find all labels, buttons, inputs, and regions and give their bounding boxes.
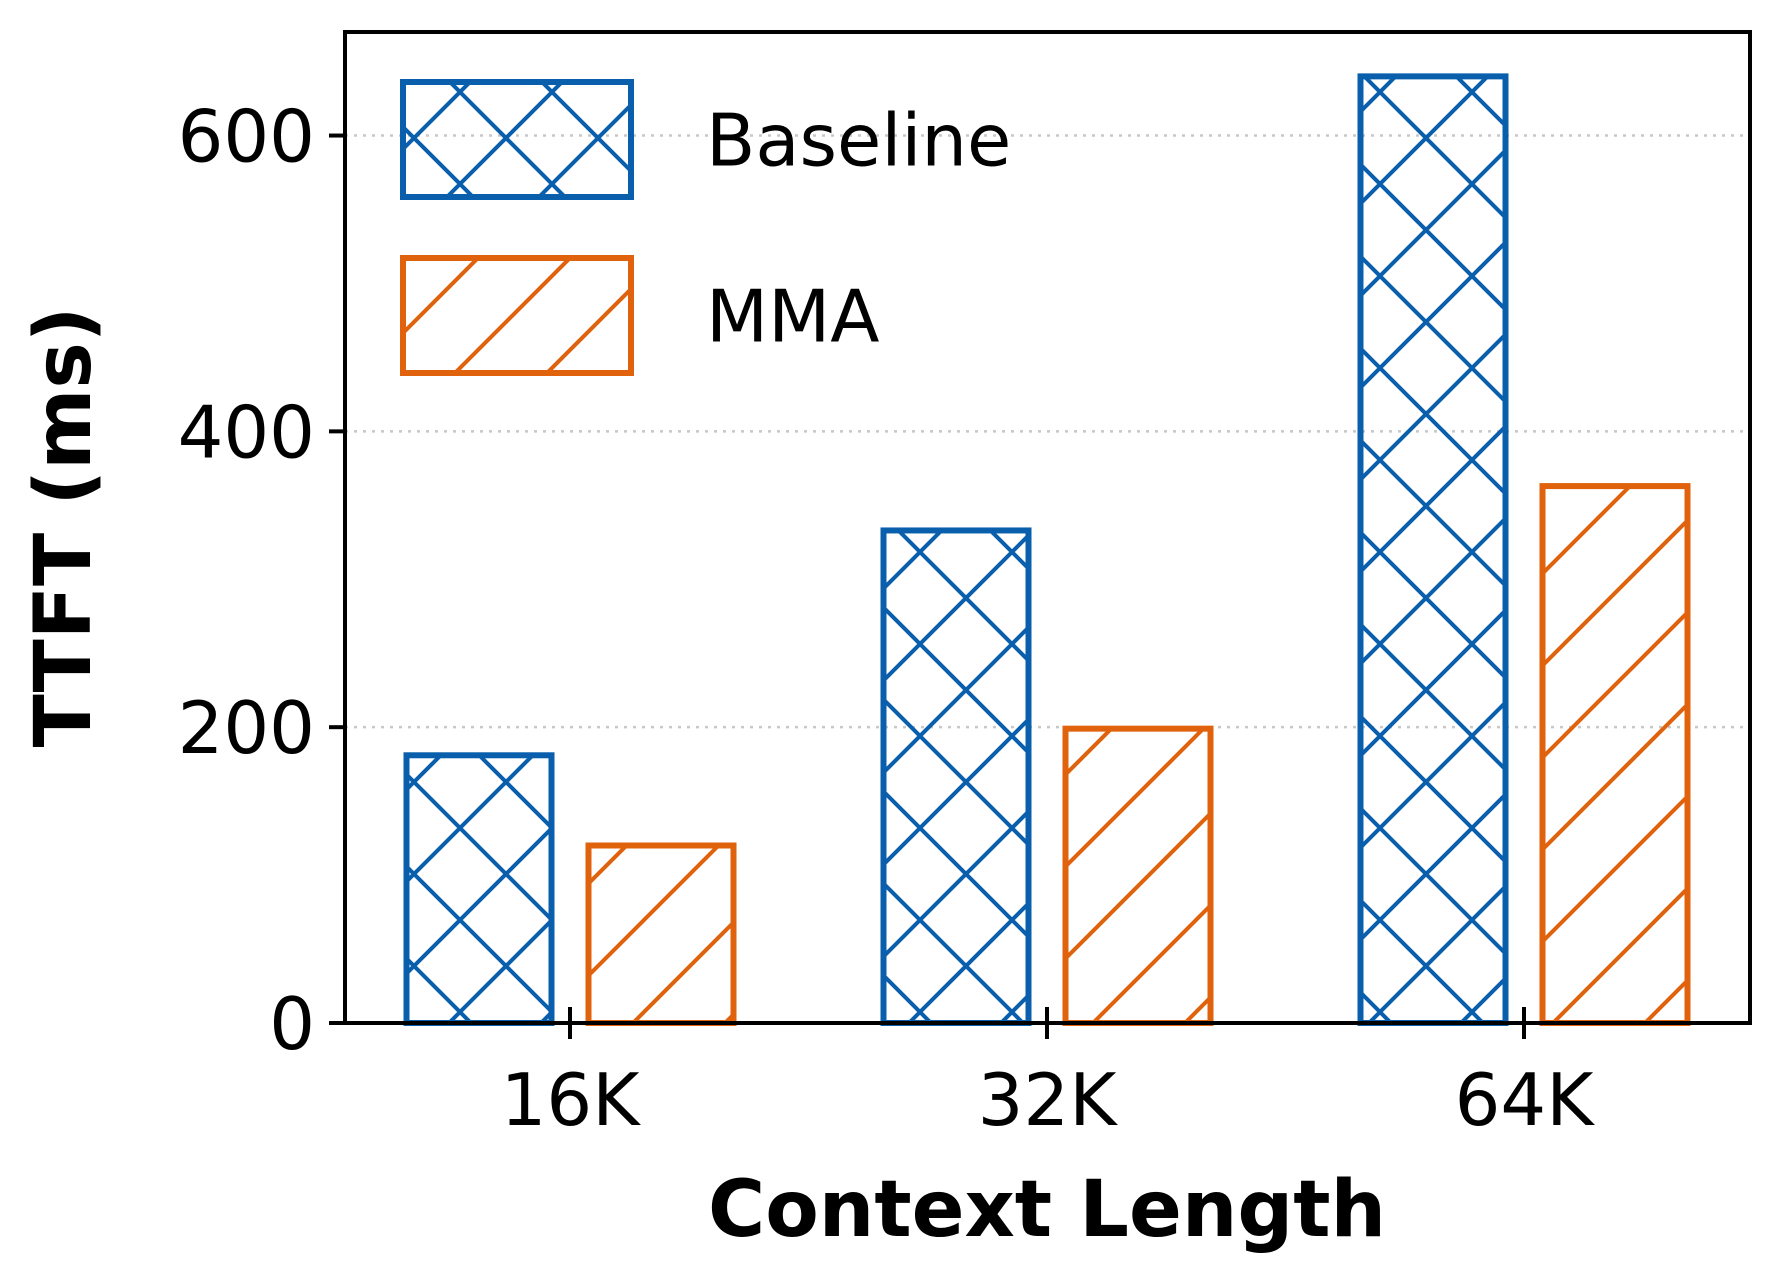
bar-baseline-16k (403, 752, 555, 1026)
bars (403, 73, 1691, 1027)
bar-baseline-64k (1357, 73, 1509, 1027)
y-tick-label: 600 (178, 95, 315, 179)
legend-label-baseline: Baseline (706, 99, 1011, 183)
bar-baseline-32k (880, 527, 1032, 1026)
bar-mma-64k (1539, 483, 1691, 1026)
legend-swatch-mma (400, 255, 634, 376)
y-axis-title: TTFT (ms) (19, 307, 109, 748)
x-axis: 16K 32K 64K (501, 1007, 1596, 1142)
x-tick-label-32k: 32K (978, 1058, 1119, 1142)
x-axis-title: Context Length (708, 1165, 1386, 1255)
bar-mma-32k (1062, 725, 1214, 1026)
y-axis: 0 200 400 600 (178, 95, 345, 1066)
y-tick-label: 400 (178, 390, 315, 474)
y-tick-label: 0 (269, 982, 315, 1066)
bar-mma-16k (585, 842, 737, 1026)
legend-swatch-baseline (400, 79, 634, 200)
x-tick-label-16k: 16K (501, 1058, 642, 1142)
gridlines (345, 134, 1750, 729)
x-tick-label-64k: 64K (1455, 1058, 1596, 1142)
legend: Baseline MMA (400, 79, 1011, 376)
legend-label-mma: MMA (706, 275, 880, 359)
y-tick-label: 200 (178, 686, 315, 770)
